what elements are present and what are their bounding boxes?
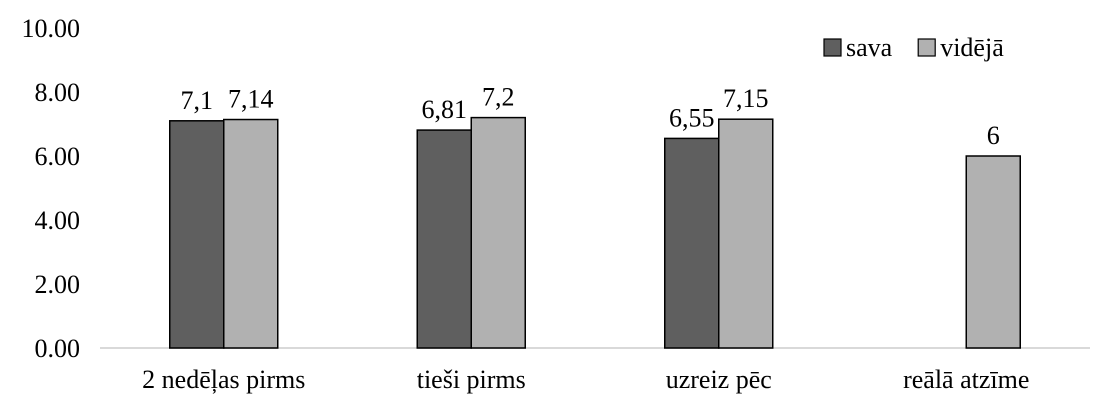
y-tick-label: 6.00 (35, 142, 81, 171)
y-tick-label: 10.00 (22, 14, 81, 43)
x-category-label: 2 nedēļas pirms (142, 365, 305, 394)
legend: sava vidējā (823, 33, 1004, 62)
y-tick-label: 4.00 (35, 206, 81, 235)
legend-label: vidējā (940, 33, 1004, 62)
bar-vid-j--0 (223, 118, 279, 349)
bar-sava-0 (169, 120, 225, 349)
data-labels: 7,1 7,14 6,81 7,2 6,55 7,15 6 (181, 83, 1000, 150)
x-category-label: tieši pirms (417, 365, 526, 394)
legend-swatch (917, 38, 936, 57)
x-category-label: uzreiz pēc (666, 365, 772, 394)
x-axis-categories: 2 nedēļas pirms tieši pirms uzreiz pēc reāl… (142, 365, 1029, 394)
y-tick-label: 2.00 (35, 270, 81, 299)
data-label: 7,14 (228, 85, 274, 114)
data-label: 7,15 (723, 84, 769, 113)
y-tick-label: 0.00 (35, 334, 81, 363)
legend-swatch (823, 38, 842, 57)
bar-vid-j--2 (718, 118, 774, 349)
legend-label: sava (846, 33, 893, 62)
x-category-label: reālā atzīme (903, 365, 1029, 394)
y-tick-label: 8.00 (35, 78, 81, 107)
data-label: 6,55 (669, 103, 715, 132)
data-label: 6,81 (422, 95, 468, 124)
bar-vid-j--3 (965, 155, 1021, 349)
bar-sava-1 (416, 129, 472, 349)
bar-sava-2 (664, 137, 720, 349)
bars (169, 116, 1021, 349)
data-label: 7,1 (181, 86, 214, 115)
y-axis-ticks: 0.00 2.00 4.00 6.00 8.00 10.00 (22, 14, 81, 363)
data-label: 7,2 (482, 83, 515, 112)
data-label: 6 (987, 121, 1000, 150)
bar-vid-j--1 (470, 116, 526, 349)
